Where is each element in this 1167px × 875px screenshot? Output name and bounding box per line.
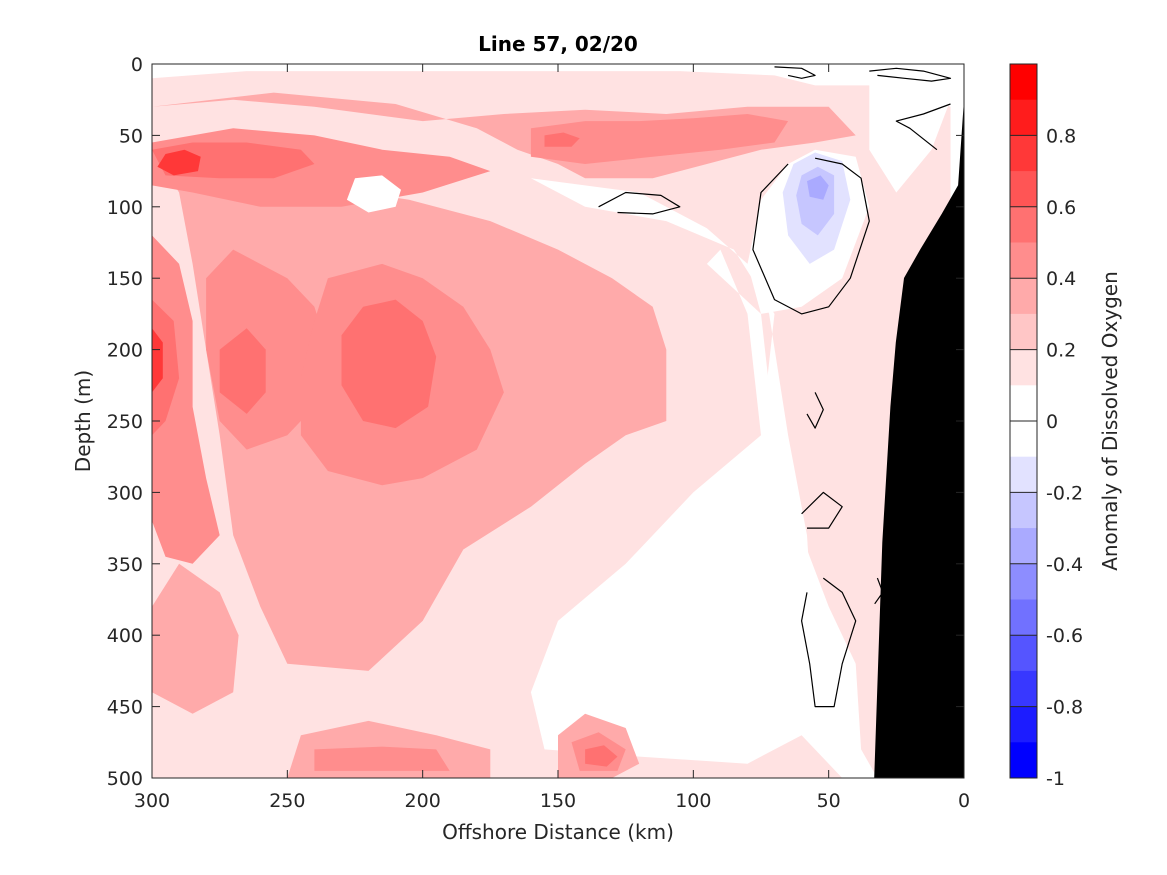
colorbar-tick-label: -0.2 <box>1046 482 1083 504</box>
colorbar-swatch-0 <box>1010 64 1037 101</box>
colorbar-tick-label: 0 <box>1046 411 1058 433</box>
colorbar-tick-label: -0.4 <box>1046 554 1083 576</box>
y-tick-label: 100 <box>107 197 143 219</box>
colorbar <box>1010 64 1037 779</box>
zero-contour-3 <box>801 491 843 529</box>
x-tick-label: 0 <box>958 790 970 812</box>
zero-contour-2 <box>806 392 824 429</box>
land-mask <box>874 106 964 778</box>
zero-contour-4 <box>800 577 857 708</box>
y-axis-label: Depth (m) <box>71 370 95 472</box>
zero-contour-6 <box>774 66 816 79</box>
colorbar-swatch-3 <box>1010 171 1037 208</box>
colorbar-tick-label: 0.8 <box>1046 125 1076 147</box>
x-tick-label: 250 <box>269 790 305 812</box>
y-tick-label: 500 <box>107 768 143 790</box>
contour-fills <box>152 68 951 778</box>
contour-region-24 <box>152 328 163 393</box>
colorbar-ticks: 0.8 0.6 0.4 0.2 0 -0.2 -0.4 -0.6 -0.8 -1 <box>1010 125 1083 790</box>
colorbar-swatch-15 <box>1010 599 1037 636</box>
x-axis-ticks: 300 250 200 150 100 50 0 <box>134 64 970 812</box>
y-tick-label: 300 <box>107 482 143 504</box>
colorbar-swatch-6 <box>1010 278 1037 315</box>
colorbar-swatch-1 <box>1010 99 1037 136</box>
contour-region-5 <box>152 92 856 179</box>
y-tick-label: 150 <box>107 268 143 290</box>
colorbar-tick-label: -0.6 <box>1046 625 1083 647</box>
contour-region-4 <box>869 68 951 193</box>
colorbar-swatch-8 <box>1010 349 1037 386</box>
zero-contour-0 <box>752 157 870 315</box>
colorbar-swatch-5 <box>1010 242 1037 279</box>
colorbar-swatch-9 <box>1010 385 1037 422</box>
x-tick-label: 150 <box>540 790 576 812</box>
x-axis-label: Offshore Distance (km) <box>442 820 674 844</box>
colorbar-label: Anomaly of Dissolved Oxygen <box>1098 271 1122 571</box>
colorbar-swatch-2 <box>1010 135 1037 172</box>
y-axis-ticks: 0 50 100 150 200 250 300 350 400 450 500 <box>107 54 964 790</box>
y-tick-label: 0 <box>131 54 143 76</box>
colorbar-swatch-4 <box>1010 206 1037 243</box>
contour-region-1 <box>530 178 816 764</box>
zero-contour-5 <box>869 67 952 82</box>
contour-region-19 <box>219 328 266 414</box>
colorbar-swatch-7 <box>1010 313 1037 351</box>
plot-area <box>152 64 964 778</box>
colorbar-swatch-14 <box>1010 563 1037 600</box>
x-tick-label: 200 <box>405 790 441 812</box>
contour-region-14 <box>530 114 789 164</box>
colorbar-swatch-11 <box>1010 456 1037 493</box>
colorbar-swatch-13 <box>1010 528 1037 565</box>
y-tick-label: 400 <box>107 625 143 647</box>
y-tick-label: 50 <box>119 125 143 147</box>
colorbar-tick-label: -1 <box>1046 768 1065 790</box>
colorbar-swatch-10 <box>1010 421 1037 458</box>
contour-region-2 <box>706 249 878 778</box>
contour-region-28 <box>807 175 829 200</box>
contour-region-25 <box>346 175 401 213</box>
colorbar-swatch-16 <box>1010 635 1037 672</box>
x-tick-label: 100 <box>675 790 711 812</box>
colorbar-tick-label: 0.6 <box>1046 197 1076 219</box>
land-bathymetry <box>874 106 964 778</box>
x-tick-label: 300 <box>134 790 170 812</box>
chart-title: Line 57, 02/20 <box>478 32 638 56</box>
colorbar-tick-label: -0.8 <box>1046 697 1083 719</box>
contour-region-21 <box>544 132 580 147</box>
x-tick-label: 50 <box>817 790 841 812</box>
zero-contour-7 <box>895 103 951 151</box>
y-tick-label: 200 <box>107 340 143 362</box>
y-tick-label: 350 <box>107 554 143 576</box>
contour-region-20 <box>341 299 437 429</box>
colorbar-swatch-12 <box>1010 492 1037 529</box>
zero-contour-1 <box>598 191 681 215</box>
y-tick-label: 450 <box>107 697 143 719</box>
contour-region-7 <box>152 563 239 714</box>
contour-region-18 <box>152 299 180 436</box>
colorbar-tick-label: 0.2 <box>1046 340 1076 362</box>
colorbar-tick-label: 0.4 <box>1046 268 1076 290</box>
y-tick-label: 250 <box>107 411 143 433</box>
colorbar-frame <box>1009 63 1038 779</box>
colorbar-swatch-18 <box>1010 706 1037 743</box>
contour-region-15 <box>314 746 450 771</box>
contour-region-22 <box>585 745 618 767</box>
colorbar-swatch-19 <box>1010 742 1037 779</box>
contour-region-23 <box>157 149 201 176</box>
colorbar-swatch-17 <box>1010 670 1037 708</box>
